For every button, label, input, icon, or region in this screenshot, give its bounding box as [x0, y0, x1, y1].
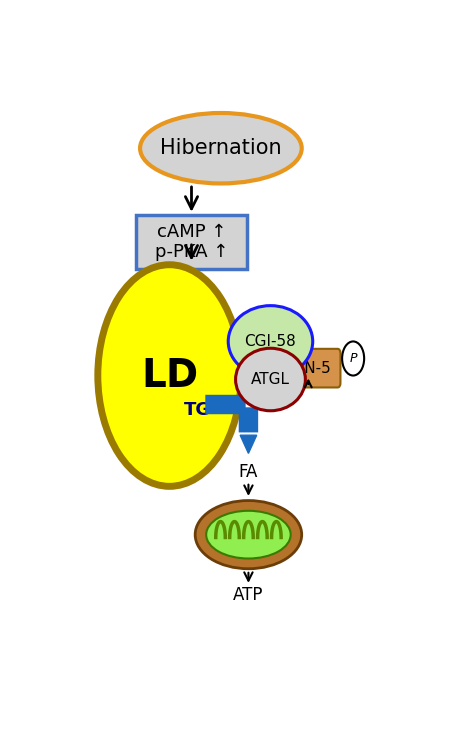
- Text: ATP: ATP: [233, 587, 264, 604]
- Polygon shape: [240, 435, 257, 453]
- Text: PLIN-5: PLIN-5: [283, 361, 332, 376]
- Text: TG: TG: [183, 401, 210, 418]
- Ellipse shape: [206, 511, 291, 559]
- FancyBboxPatch shape: [137, 215, 246, 269]
- Ellipse shape: [195, 500, 301, 569]
- Text: FA: FA: [239, 463, 258, 481]
- Text: P: P: [349, 352, 357, 365]
- Text: p-PKA ↑: p-PKA ↑: [155, 243, 228, 261]
- Circle shape: [98, 265, 241, 486]
- Ellipse shape: [140, 113, 301, 184]
- FancyBboxPatch shape: [278, 349, 340, 387]
- Text: Hibernation: Hibernation: [160, 138, 282, 158]
- Text: cAMP ↑: cAMP ↑: [157, 224, 226, 241]
- Text: CGI-58: CGI-58: [245, 334, 296, 349]
- Ellipse shape: [236, 348, 305, 411]
- Text: LD: LD: [141, 356, 198, 395]
- Text: ATGL: ATGL: [251, 372, 290, 387]
- Circle shape: [342, 342, 364, 376]
- Ellipse shape: [228, 306, 313, 377]
